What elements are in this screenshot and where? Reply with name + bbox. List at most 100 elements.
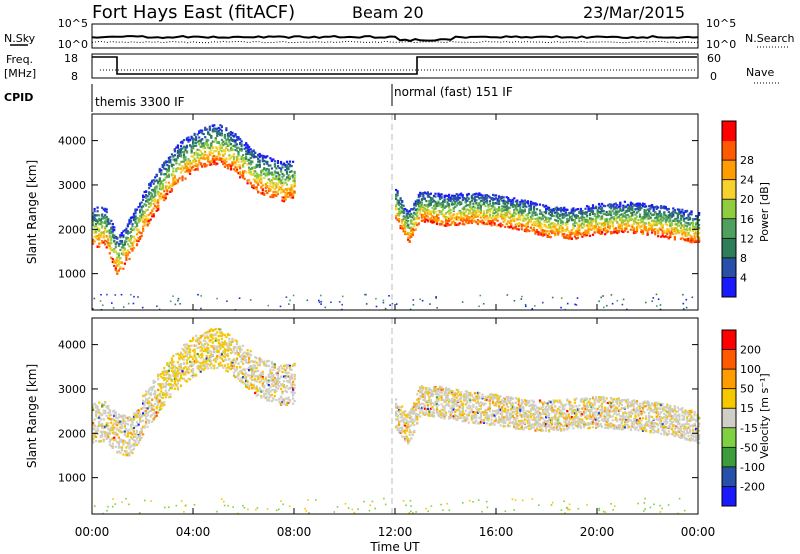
power-echo-cell (192, 159, 195, 162)
velocity-echo-cell (98, 439, 101, 443)
power-echo-cell (273, 160, 276, 163)
velocity-echo-cell (104, 431, 107, 434)
power-echo-cell (252, 149, 255, 152)
power-echo-cell (181, 151, 184, 154)
power-echo-cell (666, 208, 669, 211)
power-echo-cell (281, 188, 284, 191)
power-echo-cell (417, 205, 420, 208)
velocity-echo-cell (117, 419, 120, 423)
power-echo-cell (655, 205, 658, 208)
power-echo-cell (535, 224, 539, 227)
power-echo-cell (399, 197, 402, 200)
power-echo-cell (235, 156, 239, 160)
power-echo-cell (634, 213, 637, 216)
power-echo-cell (231, 148, 234, 151)
velocity-echo-cell (142, 433, 145, 436)
power-echo-cell (399, 225, 402, 228)
power-echo-cell (561, 234, 564, 237)
power-echo-cell (611, 221, 614, 224)
power-echo-ground-cell (106, 293, 108, 296)
velocity-echo-cell (173, 369, 176, 372)
power-echo-cell (128, 231, 131, 235)
power-echo-cell (585, 232, 589, 235)
power-echo-cell (285, 160, 289, 163)
power-echo-cell (99, 231, 102, 234)
power-echo-cell (287, 176, 290, 179)
power-echo-cell (158, 183, 161, 186)
velocity-echo-cell (126, 454, 129, 457)
velocity-echo-cell (105, 424, 108, 427)
power-echo-cell (676, 221, 679, 225)
velocity-echo-cell (193, 373, 196, 376)
power-echo-cell (578, 217, 581, 220)
power-echo-cell (399, 206, 402, 209)
power-echo-cell (258, 161, 261, 164)
velocity-echo-cell (173, 365, 176, 368)
power-echo-cell (449, 198, 452, 201)
power-echo-cell (105, 240, 108, 243)
power-echo-cell (551, 231, 554, 235)
velocity-echo-cell (114, 439, 117, 442)
power-echo-cell (502, 209, 505, 212)
power-echo-cell (167, 181, 170, 184)
power-echo-cell (222, 154, 225, 157)
power-echo-cell (625, 223, 628, 226)
power-echo-cell (458, 193, 461, 196)
power-echo-cell (273, 191, 276, 194)
power-echo-ground-cell (534, 305, 536, 307)
power-echo-cell (581, 232, 584, 235)
power-echo-cell (148, 222, 151, 225)
power-echo-cell (93, 214, 96, 217)
power-echo-cell (448, 206, 451, 209)
power-echo-ground-cell (169, 300, 172, 303)
power-echo-cell (567, 237, 570, 240)
velocity-echo-cell (113, 439, 116, 442)
power-echo-cell (498, 195, 501, 198)
power-echo-cell (405, 232, 408, 236)
power-echo-cell (561, 226, 564, 229)
power-echo-cell (284, 181, 287, 184)
power-echo-cell (572, 224, 575, 227)
power-echo-cell (490, 204, 493, 207)
power-echo-cell (235, 146, 239, 149)
power-echo-cell (242, 176, 245, 179)
power-echo-cell (275, 184, 278, 187)
power-echo-cell (143, 203, 146, 206)
velocity-echo-cell (170, 385, 173, 388)
power-echo-cell (261, 187, 264, 191)
power-echo-cell (507, 208, 510, 211)
power-echo-cell (140, 214, 143, 217)
power-echo-cell (690, 210, 693, 214)
power-echo-cell (113, 249, 116, 252)
power-echo-cell (458, 218, 461, 221)
power-echo-cell (476, 195, 479, 198)
velocity-echo-cell (172, 365, 175, 368)
power-echo-cell (460, 219, 463, 222)
power-echo-cell (214, 137, 217, 140)
power-echo-cell (691, 238, 695, 241)
velocity-echo-cell (110, 429, 113, 432)
velocity-echo-cell (104, 425, 107, 429)
power-echo-ground-cell (566, 302, 569, 305)
velocity-echo-cell (148, 410, 151, 413)
power-echo-cell (511, 214, 514, 217)
power-echo-cell (254, 180, 257, 183)
power-echo-cell (263, 155, 266, 158)
power-echo-cell (449, 199, 452, 203)
power-echo-cell (407, 226, 410, 229)
power-echo-cell (542, 214, 545, 217)
power-echo-cell (105, 235, 108, 238)
power-echo-cell (243, 144, 246, 147)
power-echo-cell (117, 242, 120, 246)
power-echo-cell (428, 193, 431, 196)
power-echo-cell (155, 187, 158, 190)
power-echo-cell (454, 217, 457, 220)
power-echo-cell (279, 182, 283, 185)
velocity-echo-cell (142, 399, 145, 402)
power-echo-cell (601, 216, 604, 219)
power-echo-cell (395, 197, 398, 200)
power-echo-cell (175, 182, 178, 185)
power-echo-cell (202, 133, 205, 136)
power-echo-cell (184, 164, 187, 167)
power-echo-cell (620, 213, 623, 216)
